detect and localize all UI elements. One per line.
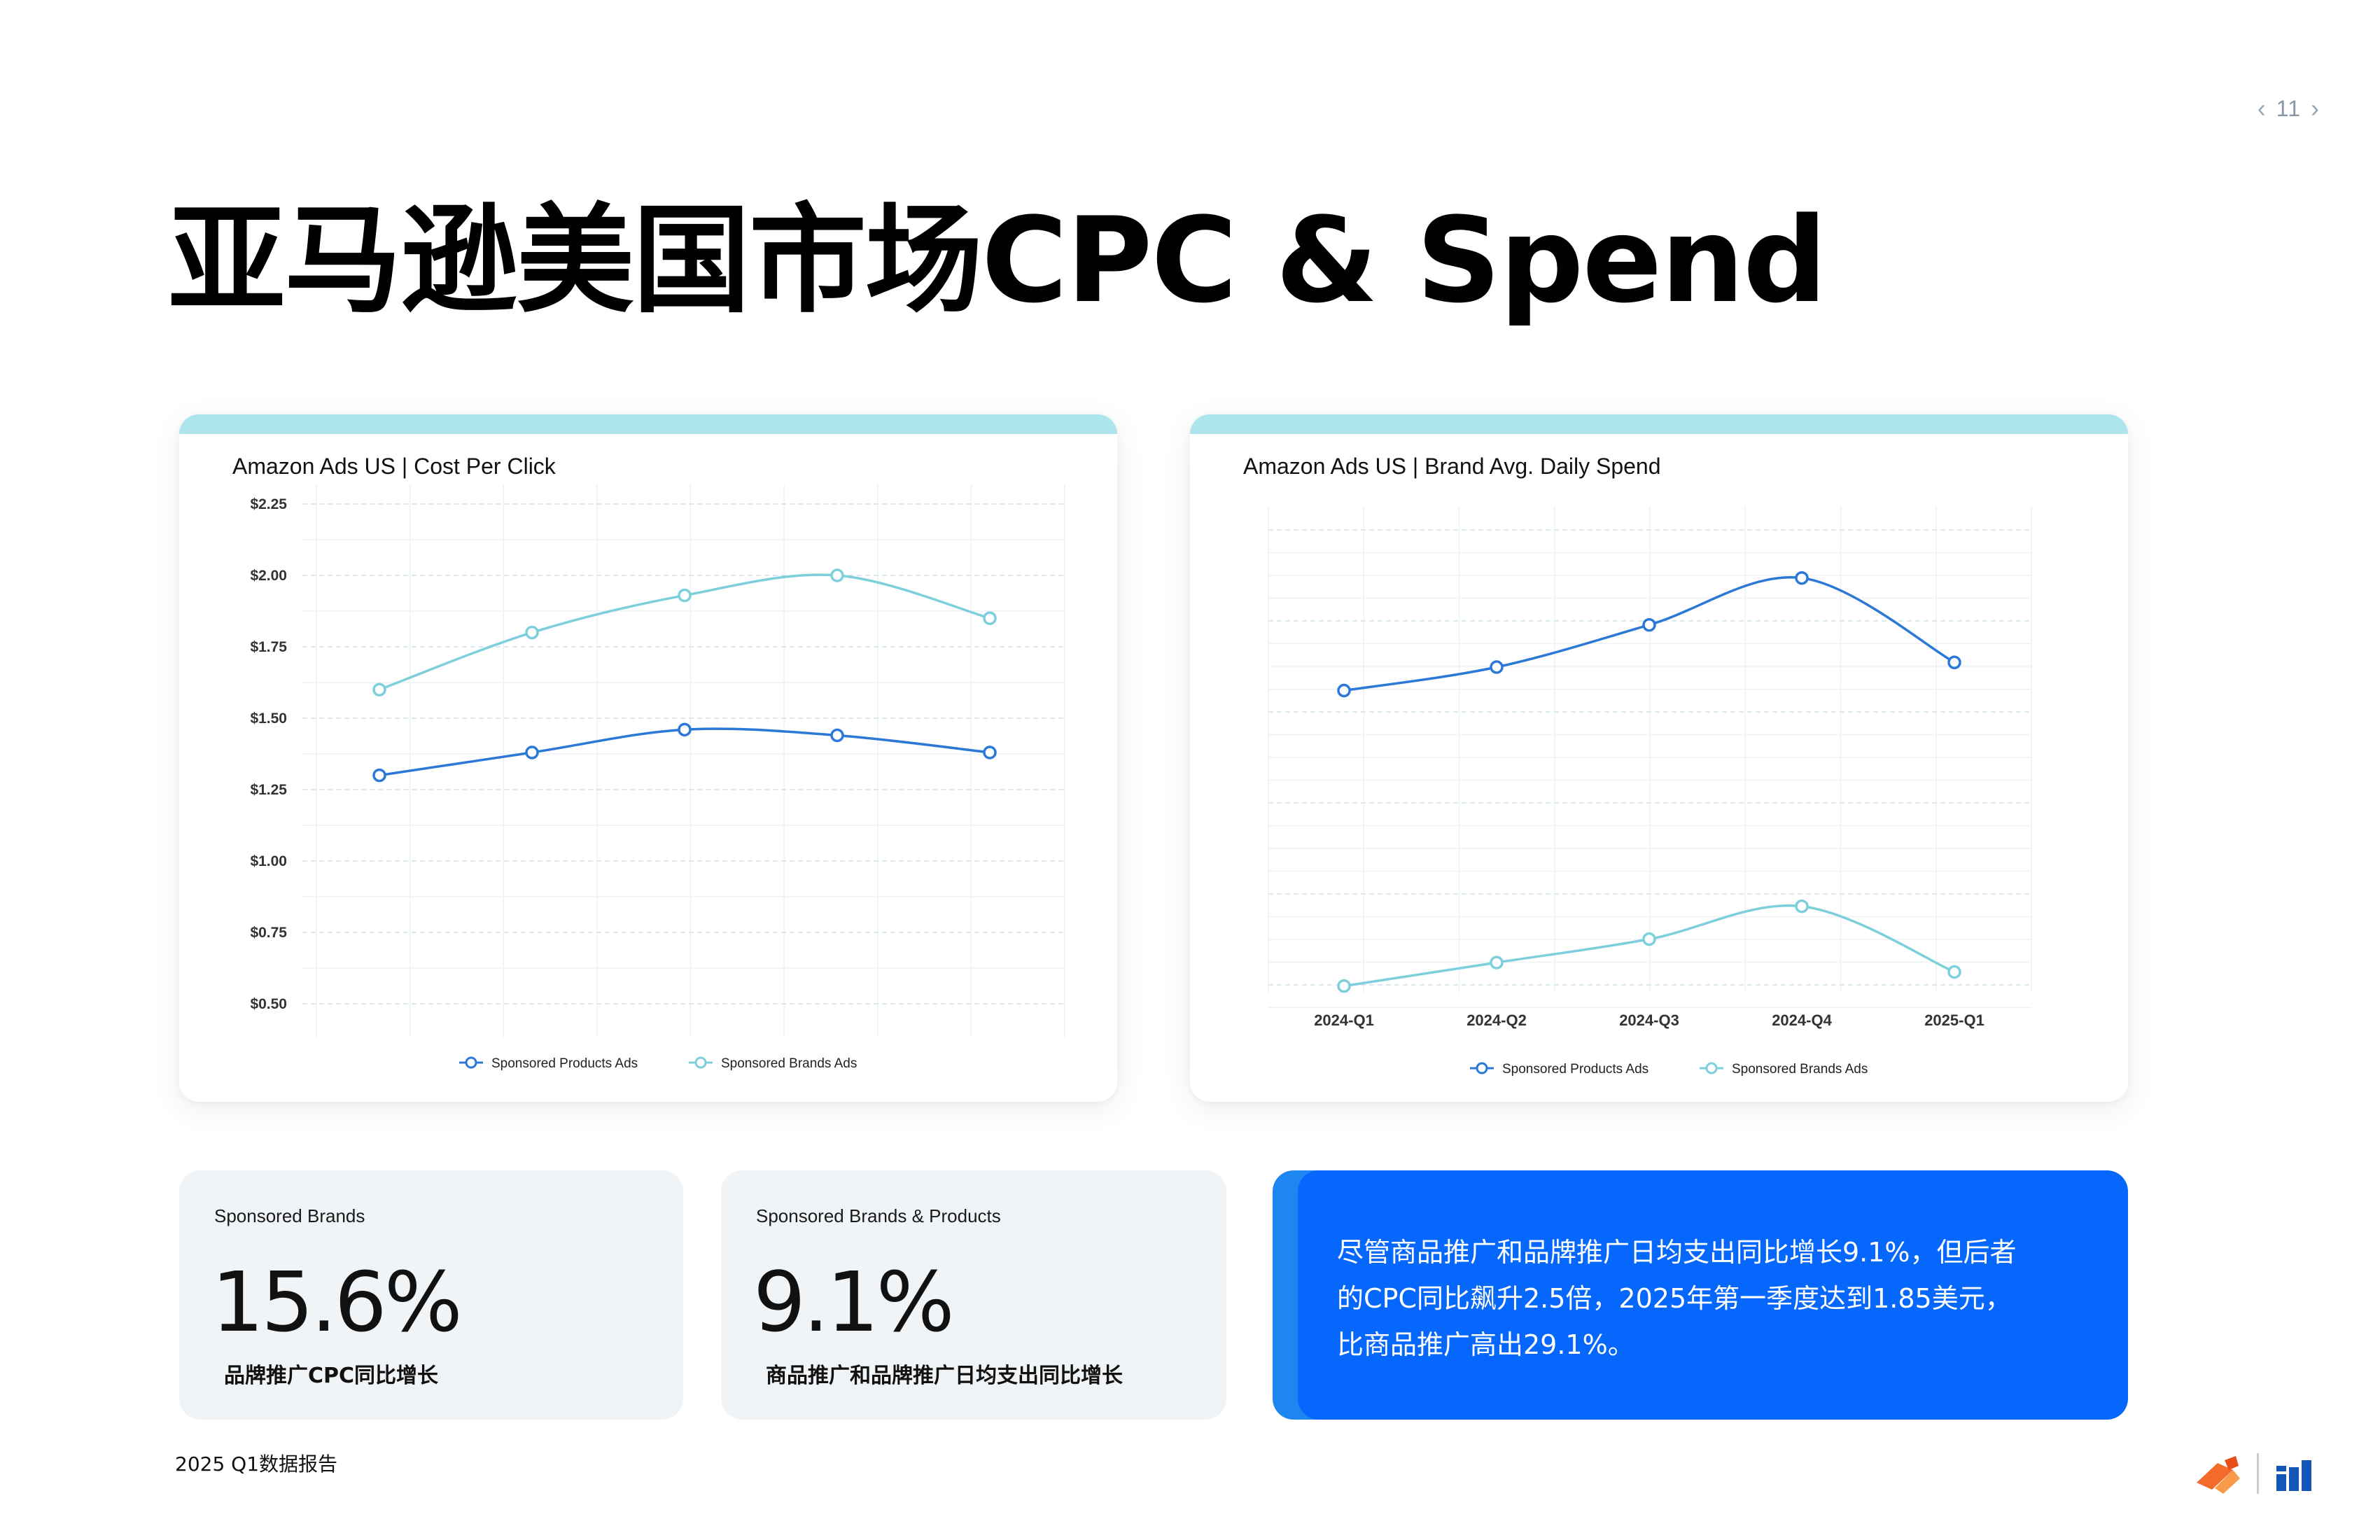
page-title: 亚马逊美国市场CPC & Spend xyxy=(168,192,1827,329)
insight-callout: 尽管商品推广和品牌推广日均支出同比增长9.1%，但后者 的CPC同比飙升2.5倍… xyxy=(1298,1170,2128,1420)
cpc-chart-card: Amazon Ads US | Cost Per Click $2.25 $2.0… xyxy=(179,414,1117,1102)
callout-text: 尽管商品推广和品牌推广日均支出同比增长9.1%，但后者 的CPC同比飙升2.5倍… xyxy=(1337,1229,2100,1368)
y-tick-label: $2.00 xyxy=(250,568,287,584)
card-top-band xyxy=(1190,414,2128,434)
x-tick-label: 2024-Q4 xyxy=(1772,1011,1832,1029)
logo-divider xyxy=(2257,1453,2259,1494)
legend-label: Sponsored Products Ads xyxy=(491,1056,638,1071)
card-top-band xyxy=(179,414,1117,434)
spend-chart-title: Amazon Ads US | Brand Avg. Daily Spend xyxy=(1243,454,1661,479)
legend-label: Sponsored Products Ads xyxy=(1502,1062,1648,1077)
data-point xyxy=(1947,655,1961,670)
footer-report-label: 2025 Q1数据报告 xyxy=(175,1452,338,1476)
cpc-chart-title: Amazon Ads US | Cost Per Click xyxy=(232,454,556,479)
legend-marker xyxy=(1705,1062,1718,1074)
data-point xyxy=(678,722,692,737)
spend-chart-card: Amazon Ads US | Brand Avg. Daily Spend 2… xyxy=(1190,414,2128,1102)
y-tick-label: $1.75 xyxy=(250,639,287,655)
callout-line: 的CPC同比飙升2.5倍，2025年第一季度达到1.85美元， xyxy=(1337,1283,2012,1314)
callout-line: 尽管商品推广和品牌推广日均支出同比增长9.1%，但后者 xyxy=(1337,1237,2017,1268)
legend-marker xyxy=(694,1056,707,1069)
bar-chart-logo-icon xyxy=(2276,1460,2311,1491)
data-point xyxy=(1642,617,1656,632)
y-tick-label: $0.75 xyxy=(250,925,287,941)
data-point xyxy=(1947,965,1961,979)
stat-description: 品牌推广CPC同比增长 xyxy=(224,1364,439,1388)
stat-label: Sponsored Brands xyxy=(214,1205,365,1226)
data-point xyxy=(1642,932,1656,946)
x-tick-label: 2025-Q1 xyxy=(1924,1011,1984,1029)
x-tick-label: 2024-Q3 xyxy=(1619,1011,1679,1029)
data-point xyxy=(830,728,844,743)
stat-label: Sponsored Brands & Products xyxy=(756,1205,1001,1226)
legend-label: Sponsored Brands Ads xyxy=(1732,1062,1868,1077)
data-point xyxy=(1337,683,1351,698)
data-point xyxy=(372,768,386,783)
cpc-line-chart: $2.25 $2.00 $1.75 $1.50 $1.25 $1.00 $0.75 $0.50… xyxy=(250,484,1065,1071)
page-number: 11 xyxy=(2276,95,2301,121)
stat-value: 9.1% xyxy=(753,1254,955,1350)
data-point xyxy=(525,625,539,640)
series-line xyxy=(1343,575,1955,692)
spend-line-chart: 2024-Q1 2024-Q2 2024-Q3 2024-Q4 2025-Q1 Spons… xyxy=(1268,507,2032,1077)
y-tick-label: $1.00 xyxy=(250,853,287,869)
prev-page-button[interactable]: ‹ xyxy=(2257,94,2267,122)
stat-description: 商品推广和品牌推广日均支出同比增长 xyxy=(766,1364,1123,1388)
data-point xyxy=(983,611,997,625)
data-point xyxy=(1795,899,1809,913)
y-tick-label: $1.50 xyxy=(250,710,287,727)
legend-label: Sponsored Brands Ads xyxy=(721,1056,857,1071)
y-tick-label: $0.50 xyxy=(250,996,287,1012)
stat-card-brands-products: Sponsored Brands & Products 9.1% 商品推广和品牌… xyxy=(721,1170,1226,1420)
data-point xyxy=(372,682,386,696)
y-tick-label: $1.25 xyxy=(250,782,287,798)
next-page-button[interactable]: › xyxy=(2311,94,2320,122)
footer-logos xyxy=(2190,1449,2330,1501)
data-point xyxy=(830,568,844,582)
legend-marker xyxy=(465,1056,477,1069)
data-point xyxy=(1337,979,1351,993)
x-tick-label: 2024-Q2 xyxy=(1466,1011,1527,1029)
orange-brand-logo-icon xyxy=(2197,1456,2240,1494)
legend-marker xyxy=(1476,1062,1488,1074)
stat-value: 15.6% xyxy=(211,1254,463,1350)
x-tick-label: 2024-Q1 xyxy=(1314,1011,1374,1029)
y-tick-label: $2.25 xyxy=(250,496,287,512)
stat-card-sponsored-brands: Sponsored Brands 15.6% 品牌推广CPC同比增长 xyxy=(179,1170,683,1420)
data-point xyxy=(983,746,997,760)
data-point xyxy=(678,588,692,603)
brand-logos xyxy=(2197,1453,2311,1494)
data-point xyxy=(1490,955,1504,969)
data-point xyxy=(1490,660,1504,674)
pagination: ‹ 11 › xyxy=(2258,94,2320,123)
data-point xyxy=(525,746,539,760)
callout-line: 比商品推广高出29.1%。 xyxy=(1337,1329,1634,1360)
data-point xyxy=(1795,570,1809,585)
